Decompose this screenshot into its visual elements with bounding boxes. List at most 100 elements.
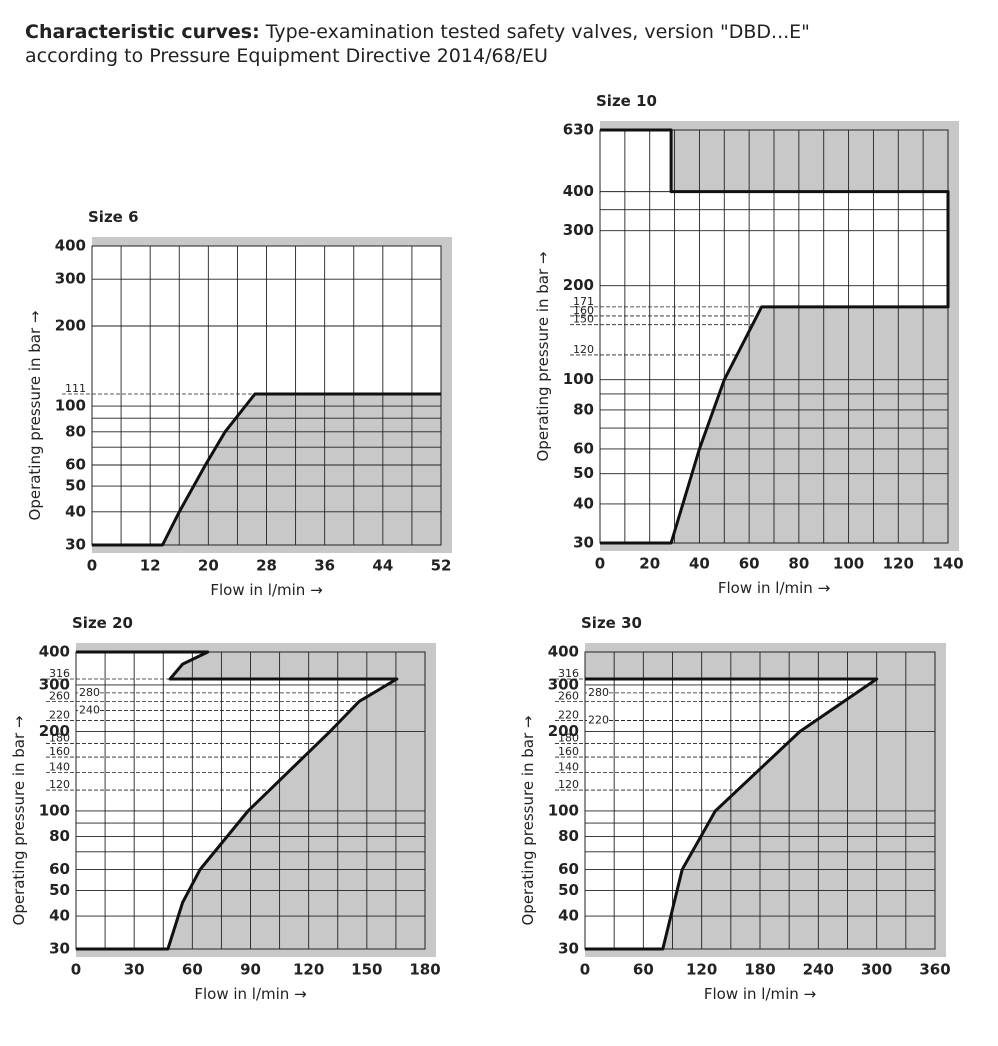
y-tick-label-small: 111 — [65, 382, 86, 395]
header-title: Characteristic curves: Type-examination t… — [25, 21, 810, 43]
inner-tick-label: 280 — [588, 686, 609, 699]
x-tick-label: 180 — [744, 961, 775, 979]
plot-border — [584, 651, 936, 950]
y-tick-label: 80 — [558, 827, 579, 845]
x-tick-label: 60 — [182, 961, 203, 979]
header-title-bold: Characteristic curves: — [25, 21, 260, 43]
chart-title: Size 20 — [72, 614, 133, 632]
header-title-rest: Type-examination tested safety valves, v… — [265, 21, 810, 43]
y-tick-label: 60 — [573, 439, 594, 457]
y-tick-label: 40 — [49, 907, 70, 925]
boundary-curve — [600, 128, 950, 545]
y-tick-label: 60 — [65, 455, 86, 473]
inner-tick-label: 240 — [79, 704, 100, 717]
y-tick-label: 100 — [548, 801, 579, 819]
y-tick-label-small: 120 — [558, 778, 579, 791]
x-tick-label: 40 — [689, 555, 710, 573]
x-tick-label: 60 — [739, 555, 760, 573]
y-tick-label-small: 260 — [558, 689, 579, 702]
chart: 0 20 40 60 80 100 120 140 30 40 50 60 80 100 200 300 400… — [534, 92, 964, 597]
x-tick-label: 60 — [633, 961, 654, 979]
y-tick-label: 30 — [49, 940, 70, 958]
x-axis-label: Flow in l/min → — [194, 985, 306, 1003]
y-tick-label-small: 171 — [573, 295, 594, 308]
y-tick-label: 300 — [55, 270, 86, 288]
inner-tick-label: 280 — [79, 686, 100, 699]
plot-border — [599, 129, 949, 544]
y-tick-label-small: 180 — [558, 732, 579, 745]
header-subtitle: according to Pressure Equipment Directiv… — [25, 45, 548, 67]
chart: 0 60 120 180 240 300 360 30 40 50 60 80 100 200 300 400… — [519, 614, 951, 1003]
x-tick-label: 0 — [580, 961, 590, 979]
x-axis-label: Flow in l/min → — [704, 985, 816, 1003]
x-tick-label: 240 — [803, 961, 834, 979]
y-axis-label: Operating pressure in bar → — [534, 252, 552, 462]
y-tick-label-small: 140 — [558, 760, 579, 773]
y-tick-label: 100 — [39, 801, 70, 819]
y-tick-label-small: 120 — [49, 778, 70, 791]
y-tick-label: 50 — [573, 464, 594, 482]
boundary-curve — [92, 392, 441, 547]
y-tick-label: 60 — [558, 860, 579, 878]
x-tick-label: 140 — [932, 555, 963, 573]
x-axis-label: Flow in l/min → — [210, 581, 322, 599]
x-tick-label: 360 — [919, 961, 950, 979]
y-tick-label: 100 — [55, 397, 86, 415]
x-tick-label: 100 — [833, 555, 864, 573]
x-tick-label: 0 — [71, 961, 81, 979]
y-tick-label: 50 — [49, 881, 70, 899]
x-tick-label: 20 — [198, 557, 219, 575]
inner-label-bg — [78, 704, 100, 717]
boundary-curve — [585, 677, 879, 951]
x-tick-label: 44 — [372, 557, 393, 575]
inner-label-bg — [587, 686, 609, 699]
y-tick-label: 400 — [39, 643, 70, 661]
boundary-curve — [76, 650, 399, 951]
y-tick-label: 200 — [55, 317, 86, 335]
x-tick-label: 80 — [788, 555, 809, 573]
y-tick-label-small: 160 — [558, 745, 579, 758]
y-tick-label: 50 — [558, 881, 579, 899]
y-tick-label: 40 — [558, 907, 579, 925]
x-tick-label: 20 — [639, 555, 660, 573]
y-tick-label: 200 — [39, 722, 70, 740]
x-tick-label: 120 — [686, 961, 717, 979]
x-tick-label: 12 — [140, 557, 161, 575]
y-tick-label: 200 — [563, 276, 594, 294]
y-axis-label: Operating pressure in bar → — [26, 311, 44, 521]
x-tick-label: 180 — [409, 961, 440, 979]
y-axis-label: Operating pressure in bar → — [519, 716, 537, 926]
y-tick-label-small: 220 — [558, 709, 579, 722]
x-tick-label: 150 — [351, 961, 382, 979]
chart: 0 12 20 28 36 44 52 30 40 50 60 80 100 200 300 400 111 Si… — [26, 208, 452, 599]
inner-label-bg — [587, 714, 609, 727]
y-axis-label: Operating pressure in bar → — [10, 716, 28, 926]
chart-title: Size 6 — [88, 208, 139, 226]
y-tick-label-small: 180 — [49, 732, 70, 745]
y-tick-label-small: 316 — [49, 667, 70, 680]
y-tick-label-small: 120 — [573, 343, 594, 356]
x-tick-label: 120 — [293, 961, 324, 979]
y-tick-label: 300 — [563, 221, 594, 239]
x-tick-label: 52 — [431, 557, 452, 575]
y-tick-label: 30 — [558, 940, 579, 958]
y-tick-label: 50 — [65, 477, 86, 495]
plot-border — [75, 651, 426, 950]
y-tick-label-small: 160 — [49, 745, 70, 758]
x-tick-label: 36 — [314, 557, 335, 575]
y-tick-label: 40 — [573, 494, 594, 512]
x-tick-label: 90 — [240, 961, 261, 979]
y-tick-label: 100 — [563, 370, 594, 388]
y-tick-label: 300 — [548, 675, 579, 693]
inner-label-bg — [78, 686, 100, 699]
chart: 0 30 60 90 120 150 180304050608010020030040012… — [10, 614, 441, 1003]
y-tick-label: 400 — [563, 182, 594, 200]
inner-tick-label: 220 — [588, 714, 609, 727]
chart-title: Size 30 — [581, 614, 642, 632]
x-axis-label: Flow in l/min → — [718, 579, 830, 597]
y-tick-label: 80 — [573, 400, 594, 418]
y-tick-label: 60 — [49, 860, 70, 878]
chart-title: Size 10 — [596, 92, 657, 110]
y-tick-label: 80 — [49, 827, 70, 845]
